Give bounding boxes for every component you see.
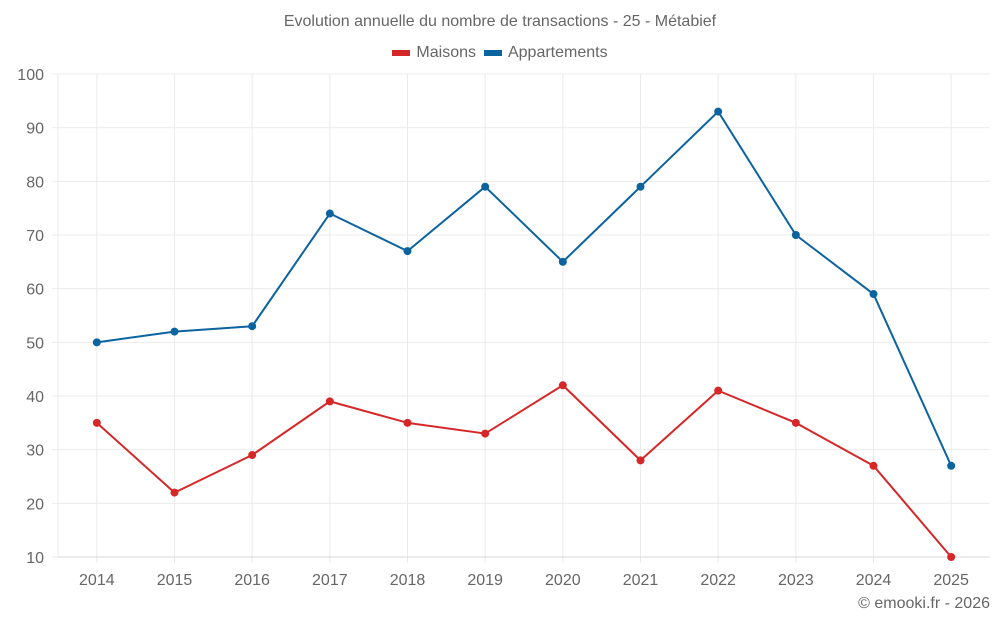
legend-label-appartements: Appartements — [507, 44, 608, 61]
data-point-appartements — [92, 338, 101, 347]
y-tick-label: 100 — [17, 67, 44, 84]
y-tick-label: 90 — [26, 121, 44, 138]
data-point-appartements — [248, 322, 257, 331]
x-tick-label: 2020 — [545, 572, 581, 589]
x-tick-label: 2025 — [933, 572, 969, 589]
y-tick-label: 30 — [26, 443, 44, 460]
legend-swatch-maisons — [392, 50, 411, 56]
legend-swatch-appartements — [483, 50, 502, 56]
data-point-appartements — [403, 247, 412, 256]
data-point-appartements — [558, 257, 567, 266]
series-maisons — [92, 381, 956, 561]
data-point-appartements — [481, 182, 490, 191]
legend: Maisons Appartements — [0, 44, 1000, 62]
series-appartements — [92, 107, 956, 470]
y-tick-label: 50 — [26, 335, 44, 352]
y-tick-label: 10 — [26, 550, 44, 567]
data-point-maisons — [325, 397, 334, 406]
x-tick-label: 2018 — [390, 572, 426, 589]
y-axis-ticks: 10 20 30 40 50 60 70 80 90 100 — [17, 67, 44, 567]
legend-item-appartements[interactable]: Appartements — [483, 44, 608, 62]
data-point-appartements — [636, 182, 645, 191]
data-point-maisons — [403, 418, 412, 427]
data-point-maisons — [481, 429, 490, 438]
data-point-maisons — [791, 418, 800, 427]
series-group — [92, 107, 956, 561]
series-line-appartements — [96, 110, 953, 467]
y-tick-label: 60 — [26, 282, 44, 299]
x-tick-label: 2015 — [157, 572, 193, 589]
y-tick-label: 20 — [26, 496, 44, 513]
x-tick-label: 2017 — [312, 572, 348, 589]
x-axis-ticks: 2014 2015 2016 2017 2018 2019 2020 2021 2022 2023… — [79, 572, 969, 589]
y-tick-label: 40 — [26, 389, 44, 406]
copyright-footer: © emooki.fr - 2026 — [858, 595, 990, 612]
grid — [52, 73, 990, 563]
series-line-maisons — [96, 384, 952, 558]
data-point-appartements — [325, 209, 334, 218]
data-point-maisons — [92, 418, 101, 427]
data-point-maisons — [714, 386, 723, 395]
legend-label-maisons: Maisons — [416, 44, 476, 61]
y-tick-label: 80 — [26, 174, 44, 191]
data-point-maisons — [636, 456, 645, 465]
data-point-appartements — [714, 107, 723, 116]
data-point-appartements — [947, 461, 956, 470]
x-tick-label: 2019 — [467, 572, 503, 589]
y-tick-label: 70 — [26, 228, 44, 245]
data-point-appartements — [869, 290, 878, 299]
data-point-maisons — [869, 461, 878, 470]
data-point-maisons — [947, 553, 956, 561]
x-tick-label: 2021 — [623, 572, 659, 589]
data-point-maisons — [248, 451, 257, 460]
x-tick-label: 2023 — [778, 572, 814, 589]
chart-title: Evolution annuelle du nombre de transact… — [283, 13, 717, 30]
legend-item-maisons[interactable]: Maisons — [392, 44, 476, 62]
x-tick-label: 2024 — [856, 572, 892, 589]
x-tick-label: 2022 — [700, 572, 736, 589]
data-point-maisons — [170, 488, 179, 497]
data-point-maisons — [558, 381, 567, 390]
x-tick-label: 2014 — [79, 572, 115, 589]
x-tick-label: 2016 — [234, 572, 270, 589]
data-point-appartements — [791, 231, 800, 239]
data-point-appartements — [170, 327, 179, 336]
